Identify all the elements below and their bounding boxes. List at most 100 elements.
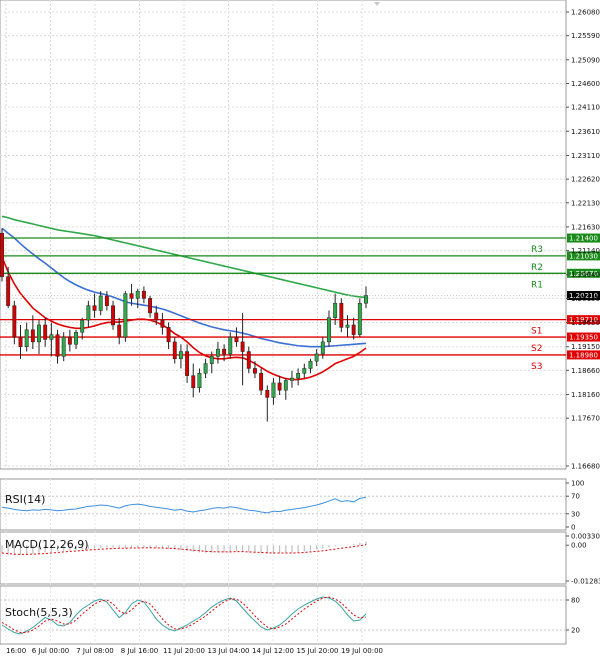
level-name-r3: R3 bbox=[531, 245, 543, 255]
macd-tick-label: 0.003306 bbox=[571, 533, 600, 541]
candle-body bbox=[265, 389, 270, 398]
rsi-indicator: 100 70 30 0 bbox=[0, 480, 584, 532]
candle-body bbox=[148, 298, 153, 314]
level-price-box bbox=[567, 233, 600, 243]
candle-body bbox=[339, 302, 344, 328]
candle-body bbox=[357, 302, 362, 335]
candle-body bbox=[327, 317, 331, 343]
candle-body bbox=[74, 331, 78, 345]
ma-slow-line bbox=[1, 215, 367, 299]
price-tick-label: 1.25090 bbox=[571, 56, 600, 64]
level-price-box bbox=[567, 251, 600, 261]
candle-body bbox=[30, 329, 35, 343]
macd-indicator: 0.0033060.00 -0.012832 bbox=[1, 533, 600, 586]
macd-tick-label: -0.012832 bbox=[571, 578, 600, 586]
candle-body bbox=[43, 324, 48, 340]
level-price-label: 1.19350 bbox=[569, 334, 598, 342]
rsi-line bbox=[1, 497, 367, 514]
price-tick-label: 1.25590 bbox=[571, 32, 600, 40]
price-tick-label: 1.22620 bbox=[571, 176, 600, 184]
candle-body bbox=[55, 334, 60, 357]
candlesticks bbox=[0, 228, 368, 422]
price-tick-label: 1.26080 bbox=[571, 9, 600, 17]
level-name-r2: R2 bbox=[531, 263, 543, 273]
candle-body bbox=[277, 382, 282, 391]
moving-averages bbox=[1, 215, 367, 381]
level-price-label: 1.18980 bbox=[569, 351, 598, 359]
price-tick-label: 1.23610 bbox=[571, 128, 600, 136]
time-tick-label: 8 Jul 16:00 bbox=[121, 647, 159, 655]
time-tick-label: 7 Jul 08:00 bbox=[76, 647, 114, 655]
price-tick-label: 1.20640 bbox=[571, 271, 600, 279]
price-tick-label: 1.19150 bbox=[571, 343, 600, 351]
candle-body bbox=[37, 324, 41, 343]
candle-body bbox=[209, 356, 214, 364]
stoch-panel bbox=[0, 585, 567, 645]
price-tick-label: 1.23110 bbox=[571, 152, 600, 160]
candle-body bbox=[185, 351, 190, 376]
candle-body bbox=[104, 295, 109, 306]
price-tick-label: 1.17670 bbox=[571, 415, 600, 423]
scroll-marker-icon bbox=[374, 2, 380, 6]
time-tick-label: 14 Jul 12:00 bbox=[252, 647, 294, 655]
candle-body bbox=[259, 373, 264, 391]
level-price-box bbox=[567, 315, 600, 325]
candle-body bbox=[172, 341, 177, 360]
stochastic-indicator: 80 20 bbox=[0, 596, 580, 635]
macd-panel bbox=[0, 531, 567, 585]
candle-body bbox=[351, 324, 356, 335]
candle-body bbox=[160, 319, 165, 328]
candle-body bbox=[228, 336, 233, 355]
candle-body bbox=[215, 348, 220, 357]
level-name-s3: S3 bbox=[531, 362, 542, 372]
candle-body bbox=[178, 351, 183, 360]
level-name-r1: R1 bbox=[531, 280, 543, 290]
price-tick-label: 1.16680 bbox=[571, 463, 600, 471]
candle-body bbox=[67, 336, 72, 345]
candle-body bbox=[345, 324, 350, 328]
candle-body bbox=[302, 368, 307, 374]
candle-body bbox=[12, 305, 17, 338]
candle-body bbox=[246, 351, 251, 369]
time-tick-label: 6 Jul 00:00 bbox=[32, 647, 70, 655]
level-price-label: 1.21400 bbox=[569, 235, 598, 243]
stoch-main-line bbox=[1, 596, 367, 635]
price-axis: 1.26080 1.25590 1.25090 1.24600 1.24110 1.236… bbox=[566, 9, 600, 471]
candle-body bbox=[49, 334, 54, 340]
price-tick-label: 1.24110 bbox=[571, 104, 600, 112]
candle-body bbox=[0, 232, 4, 277]
candle-body bbox=[141, 290, 146, 299]
candle-body bbox=[98, 295, 103, 311]
price-tick-label: 1.20150 bbox=[571, 295, 600, 303]
candle-body bbox=[117, 324, 122, 338]
candle-body bbox=[135, 290, 140, 299]
price-tick-label: 1.22130 bbox=[571, 199, 600, 207]
macd-signal-line bbox=[1, 544, 367, 555]
candle-body bbox=[234, 336, 239, 343]
grid-layer bbox=[0, 0, 566, 644]
level-price-box bbox=[567, 268, 600, 278]
candle-body bbox=[111, 305, 115, 326]
level-price-box bbox=[567, 350, 600, 360]
time-tick-label: 13 Jul 04:00 bbox=[208, 647, 250, 655]
candle-body bbox=[314, 353, 319, 362]
candle-body bbox=[197, 373, 202, 389]
support-resistance-levels: R3 1.21400 R2 1.21030 R1 1.20670 S1 1.19710 S2 1.… bbox=[0, 233, 600, 372]
time-tick-label: 16:00 bbox=[6, 647, 26, 655]
candle-body bbox=[191, 375, 196, 389]
candle-body bbox=[18, 336, 23, 347]
candle-body bbox=[92, 305, 97, 311]
rsi-tick-label: 0 bbox=[571, 524, 575, 532]
candle-body bbox=[308, 360, 313, 369]
level-price-label: 1.21030 bbox=[569, 252, 598, 260]
ma-mid-line bbox=[1, 227, 367, 348]
level-name-s2: S2 bbox=[531, 344, 542, 354]
macd-tick-label: 0.00 bbox=[571, 542, 587, 550]
level-price-box bbox=[567, 332, 600, 342]
candle-body bbox=[166, 327, 171, 343]
price-tick-label: 1.24600 bbox=[571, 80, 600, 88]
rsi-tick-label: 30 bbox=[571, 510, 580, 518]
candle-body bbox=[296, 373, 301, 379]
candle-body bbox=[123, 293, 128, 338]
